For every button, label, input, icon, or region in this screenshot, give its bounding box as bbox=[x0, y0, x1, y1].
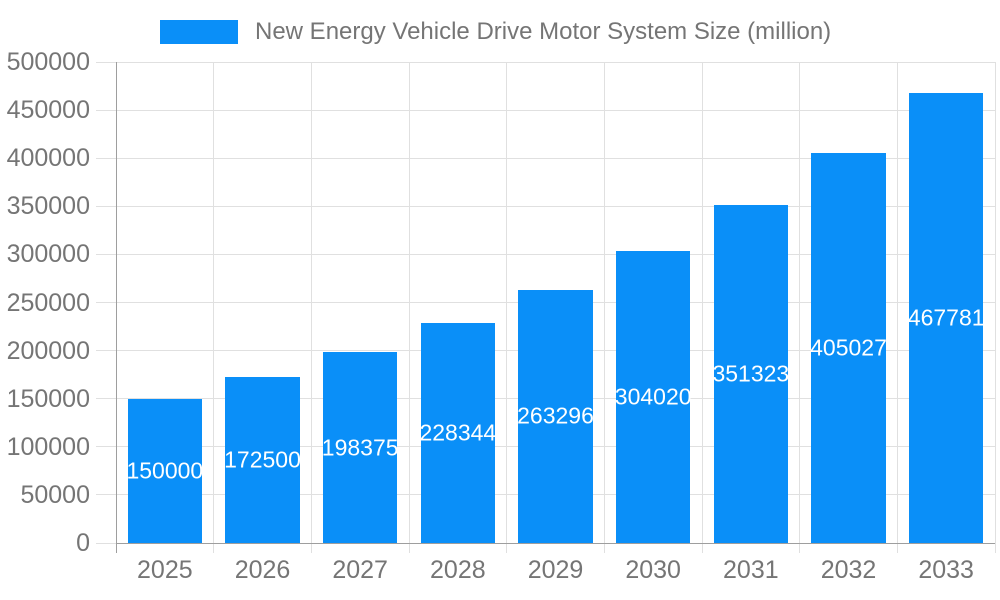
y-tick-label: 350000 bbox=[6, 192, 90, 221]
x-tick-label: 2026 bbox=[234, 556, 291, 584]
x-tick-label: 2031 bbox=[723, 556, 779, 584]
plot-area: 150000 172500 198375 228344 263296 304020 3513… bbox=[96, 61, 996, 553]
bar-value-label: 228344 bbox=[419, 419, 497, 446]
bar[interactable] bbox=[420, 323, 495, 543]
gridline-v bbox=[213, 62, 215, 543]
x-tick-label: 2030 bbox=[625, 556, 681, 584]
gridline-h bbox=[116, 205, 995, 207]
gridline-h bbox=[116, 157, 995, 159]
x-tick bbox=[408, 543, 410, 553]
y-tick-label: 450000 bbox=[6, 96, 90, 125]
y-tick bbox=[96, 494, 116, 496]
bar[interactable] bbox=[518, 289, 593, 543]
y-tick-label: 300000 bbox=[6, 240, 90, 269]
y-tick-label: 200000 bbox=[6, 336, 90, 365]
bar-value-label: 172500 bbox=[224, 446, 301, 473]
bar[interactable] bbox=[909, 93, 984, 543]
x-tick bbox=[994, 543, 996, 553]
x-tick bbox=[310, 543, 312, 553]
gridline-v bbox=[603, 62, 605, 543]
x-tick bbox=[213, 543, 215, 553]
y-tick-label: 50000 bbox=[20, 480, 90, 509]
bar-value-label: 263296 bbox=[517, 402, 594, 429]
y-tick bbox=[96, 446, 116, 448]
x-tick-label: 2033 bbox=[918, 556, 974, 584]
legend-label: New Energy Vehicle Drive Motor System Si… bbox=[255, 18, 832, 45]
gridline-v bbox=[310, 62, 312, 543]
bar-value-label: 304020 bbox=[614, 383, 692, 410]
x-tick-label: 2027 bbox=[332, 556, 388, 584]
gridline-h bbox=[116, 61, 995, 63]
y-tick-label: 0 bbox=[76, 529, 90, 557]
legend-swatch bbox=[160, 20, 238, 44]
gridline-h bbox=[116, 253, 995, 255]
x-tick bbox=[701, 543, 703, 553]
y-tick bbox=[96, 205, 116, 207]
x-tick bbox=[506, 543, 508, 553]
bar[interactable] bbox=[127, 398, 202, 543]
gridline-v bbox=[506, 62, 508, 543]
gridline-v bbox=[896, 62, 898, 543]
y-tick-label: 150000 bbox=[6, 384, 90, 413]
bar-value-label: 405027 bbox=[810, 334, 887, 361]
y-tick-label: 100000 bbox=[6, 432, 90, 461]
x-tick-label: 2025 bbox=[137, 556, 193, 584]
bar-value-label: 150000 bbox=[126, 457, 204, 484]
legend[interactable]: New Energy Vehicle Drive Motor System Si… bbox=[160, 18, 831, 46]
x-tick-label: 2032 bbox=[820, 556, 877, 584]
x-tick bbox=[896, 543, 898, 553]
x-tick bbox=[603, 543, 605, 553]
y-tick bbox=[96, 61, 116, 63]
y-tick bbox=[96, 302, 116, 303]
bar-value-label: 351323 bbox=[712, 360, 790, 387]
x-tick-label: 2029 bbox=[527, 556, 584, 584]
bar[interactable] bbox=[713, 205, 788, 543]
y-tick-label: 400000 bbox=[6, 144, 90, 173]
bar[interactable] bbox=[225, 377, 300, 543]
y-tick-label: 250000 bbox=[6, 288, 90, 317]
gridline-v bbox=[799, 62, 801, 543]
x-tick-label: 2028 bbox=[430, 556, 486, 584]
gridline-h bbox=[116, 109, 995, 111]
y-tick bbox=[96, 157, 116, 159]
bar[interactable] bbox=[811, 153, 886, 543]
y-tick bbox=[96, 350, 116, 352]
x-axis-line bbox=[116, 542, 995, 544]
bar-value-label: 467781 bbox=[907, 304, 985, 331]
gridline-v bbox=[994, 62, 996, 543]
y-tick bbox=[96, 542, 116, 544]
y-tick bbox=[96, 109, 116, 111]
gridline-v bbox=[408, 62, 410, 543]
y-tick-label: 500000 bbox=[6, 48, 90, 76]
bar[interactable] bbox=[323, 352, 398, 543]
y-tick bbox=[96, 253, 116, 255]
x-tick bbox=[799, 543, 801, 553]
bar[interactable] bbox=[616, 250, 691, 543]
y-axis-line bbox=[116, 62, 117, 553]
gridline-v bbox=[701, 62, 703, 543]
bar-value-label: 198375 bbox=[321, 434, 399, 461]
y-tick bbox=[96, 398, 116, 400]
